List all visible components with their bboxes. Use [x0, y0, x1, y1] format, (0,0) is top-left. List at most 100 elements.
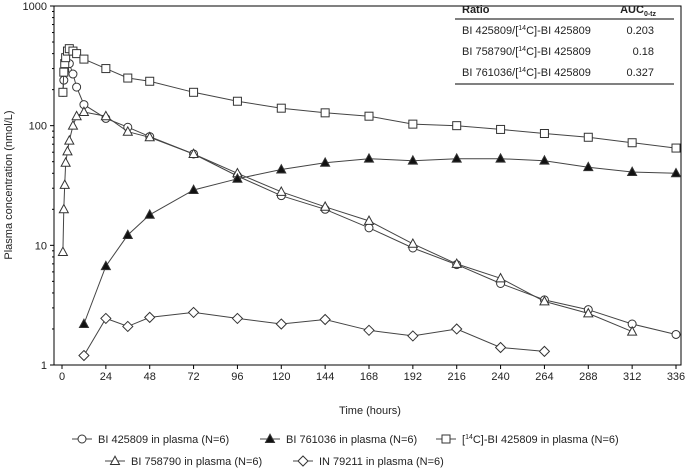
data-point: [63, 134, 75, 145]
series-3: [78, 306, 551, 362]
series-layer: [57, 44, 682, 362]
data-point: [144, 208, 156, 219]
series-4: [58, 44, 681, 153]
data-point: [451, 152, 463, 163]
series-line: [83, 158, 677, 325]
data-point: [62, 145, 73, 156]
data-point: [122, 229, 134, 239]
x-axis-title: Time (hours): [339, 405, 401, 417]
y-tick-label: 10: [35, 240, 47, 252]
data-point: [100, 260, 112, 271]
data-point: [100, 110, 112, 121]
data-point: [67, 119, 79, 130]
legend-item: [14C]-BI 425809 in plasma (N=6): [436, 434, 619, 446]
x-tick-label: 24: [100, 371, 112, 383]
data-point: [72, 82, 82, 92]
data-point: [60, 156, 71, 167]
x-tick-label: 72: [187, 371, 199, 383]
data-point: [363, 152, 375, 163]
data-point: [582, 161, 594, 172]
data-point: [101, 64, 111, 74]
x-tick-label: 288: [579, 371, 597, 383]
ratio-rows: BI 425809/[14C]-BI 425809 0.203 BI 758790/…: [462, 25, 654, 79]
data-point: [275, 163, 287, 174]
series-1: [57, 106, 638, 336]
data-point: [144, 131, 156, 142]
ratio-row-auc: 0.327: [626, 67, 654, 79]
y-tick-label: 100: [29, 121, 47, 133]
y-axis-title: Plasma concentration (nmol/L): [3, 110, 15, 259]
ratio-row-label: BI 758790/[14C]-BI 425809: [462, 46, 591, 58]
data-point: [276, 103, 286, 113]
data-point: [407, 237, 419, 248]
data-point: [78, 318, 90, 329]
x-tick-label: 216: [448, 371, 466, 383]
legend-label: IN 79211 in plasma (N=6): [319, 456, 444, 468]
data-point: [407, 154, 419, 165]
legend-item: IN 79211 in plasma (N=6): [293, 455, 444, 468]
x-tick-label: 312: [623, 371, 641, 383]
data-point: [320, 108, 330, 118]
ratio-row-auc: 0.203: [626, 25, 654, 37]
data-point: [408, 119, 418, 129]
data-point: [407, 330, 419, 342]
data-point: [78, 106, 90, 117]
legend-marker: [109, 455, 121, 465]
x-tick-label: 48: [144, 371, 156, 383]
legend-item: BI 425809 in plasma (N=6): [72, 434, 229, 446]
data-point: [79, 54, 89, 64]
data-point: [451, 323, 463, 335]
series-0: [58, 59, 681, 339]
data-point: [319, 313, 331, 326]
data-point: [58, 87, 68, 97]
data-point: [495, 152, 506, 163]
data-point: [538, 345, 551, 358]
data-point: [187, 306, 200, 319]
legend-label: [14C]-BI 425809 in plasma (N=6): [462, 434, 619, 446]
legend-marker: [264, 433, 276, 443]
data-point: [59, 67, 69, 77]
x-tick-label: 336: [667, 371, 685, 383]
data-point: [72, 49, 82, 59]
legend: BI 425809 in plasma (N=6) BI 761036 in pl…: [72, 433, 619, 468]
data-point: [232, 172, 243, 183]
legend-item: BI 761036 in plasma (N=6): [260, 433, 417, 446]
series-line: [62, 63, 677, 335]
data-point: [452, 121, 462, 131]
legend-marker: [297, 455, 309, 467]
data-point: [494, 341, 507, 354]
data-point: [145, 76, 155, 86]
data-point: [59, 179, 71, 189]
data-point: [57, 246, 69, 256]
data-point: [539, 154, 550, 165]
x-tick-label: 240: [491, 371, 509, 383]
x-tick-label: 120: [272, 371, 290, 383]
plot-frame: [53, 5, 682, 366]
data-point: [275, 318, 287, 330]
series-2: [78, 152, 682, 329]
x-tick-label: 192: [404, 371, 422, 383]
data-point: [122, 320, 134, 333]
data-point: [670, 167, 682, 178]
ratio-table: Ratio AUC0-tz BI 425809/[14C]-BI 425809 0…: [455, 4, 674, 85]
legend-label: BI 758790 in plasma (N=6): [131, 456, 262, 468]
ratio-row-label: BI 761036/[14C]-BI 425809: [462, 67, 591, 79]
data-point: [123, 73, 133, 83]
data-point: [231, 312, 244, 325]
legend-marker: [441, 434, 451, 444]
legend-item: BI 758790 in plasma (N=6): [105, 455, 262, 468]
data-point: [364, 223, 374, 233]
data-point: [275, 185, 287, 196]
plot-area: [53, 5, 682, 366]
data-point: [496, 124, 506, 134]
data-point: [539, 295, 550, 306]
axes-layer: 0 24 48 72 96 120 144 168 192 216 240 264 288 312 336 1…: [23, 1, 685, 383]
x-tick-label: 96: [231, 371, 243, 383]
data-point: [319, 156, 331, 167]
data-point: [626, 325, 638, 336]
data-point: [627, 138, 637, 148]
ratio-row-label: BI 425809/[14C]-BI 425809: [462, 25, 591, 37]
data-point: [364, 111, 374, 121]
data-point: [583, 132, 593, 142]
